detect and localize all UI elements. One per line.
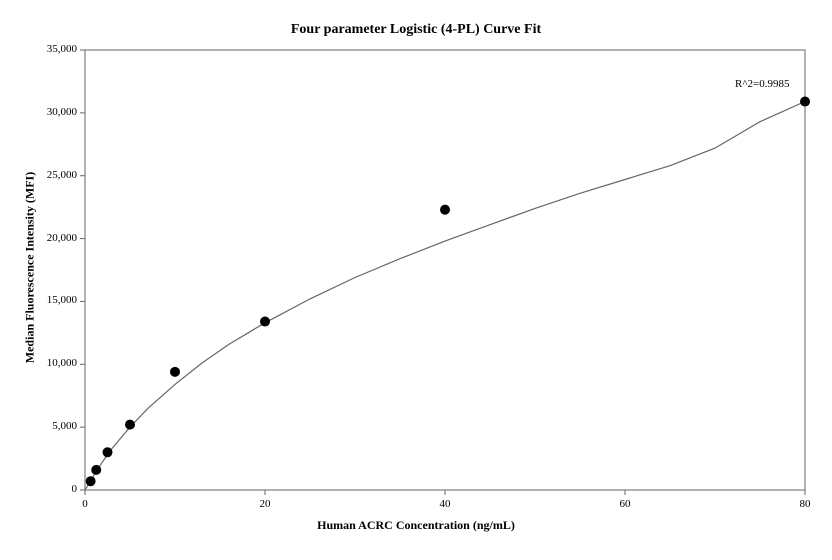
x-tick-label: 20: [245, 498, 285, 510]
x-tick-label: 80: [785, 498, 825, 510]
y-tick-label: 0: [72, 483, 78, 495]
x-tick-label: 0: [65, 498, 105, 510]
y-tick-label: 25,000: [47, 169, 77, 181]
y-tick-label: 30,000: [47, 106, 77, 118]
r-squared-annotation: R^2=0.9985: [735, 78, 789, 90]
y-tick-label: 15,000: [47, 294, 77, 306]
y-tick-label: 5,000: [52, 420, 77, 432]
y-tick-label: 10,000: [47, 357, 77, 369]
chart-container: Four parameter Logistic (4-PL) Curve Fit…: [0, 0, 832, 560]
plot-svg: [0, 0, 832, 560]
y-tick-label: 35,000: [47, 43, 77, 55]
x-tick-label: 60: [605, 498, 645, 510]
y-tick-label: 20,000: [47, 232, 77, 244]
x-tick-label: 40: [425, 498, 465, 510]
